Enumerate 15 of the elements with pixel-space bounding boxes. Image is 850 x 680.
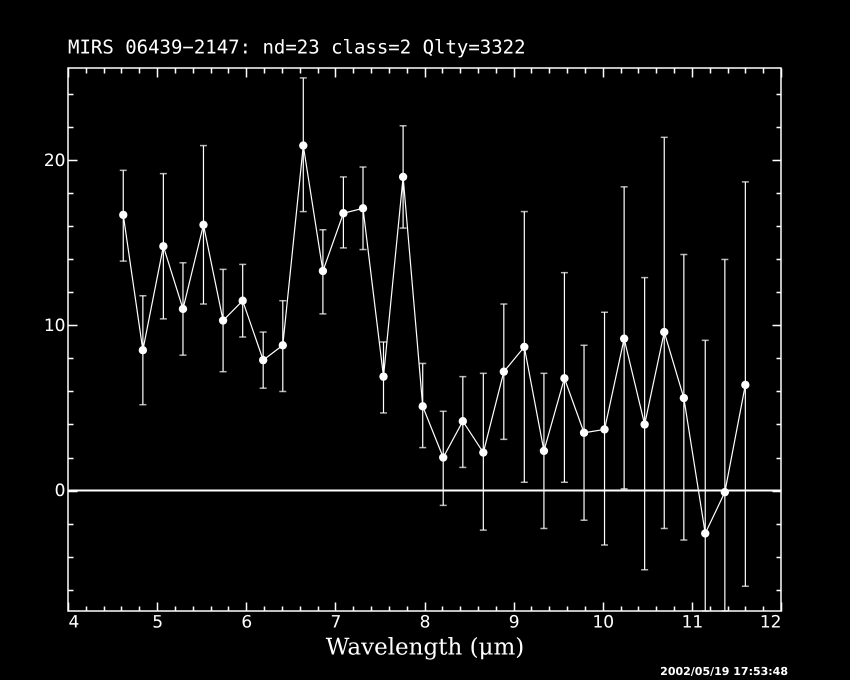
y-tick-label: 0 <box>54 481 66 502</box>
text: 2002/05/19 17:53:48 <box>660 665 788 678</box>
x-axis-title: Wavelength (μm) <box>326 634 524 660</box>
x-tick-label: 6 <box>241 612 252 632</box>
x-tick-label: 7 <box>330 612 342 632</box>
x-tick-label: 12 <box>760 612 782 632</box>
y-tick-label: 10 <box>44 316 66 336</box>
x-tick-label: 4 <box>68 612 80 632</box>
x-tick-label: 8 <box>420 612 430 632</box>
x-tick-label: 5 <box>152 612 164 632</box>
x-tick-label: 11 <box>682 612 704 632</box>
x-tick-label: 9 <box>508 612 520 632</box>
chart-title: MIRS 06439−2147: nd=23 class=2 Qlty=3322 <box>68 36 526 58</box>
x-tick-label: 10 <box>592 612 614 632</box>
y-tick-label: 20 <box>44 150 66 171</box>
